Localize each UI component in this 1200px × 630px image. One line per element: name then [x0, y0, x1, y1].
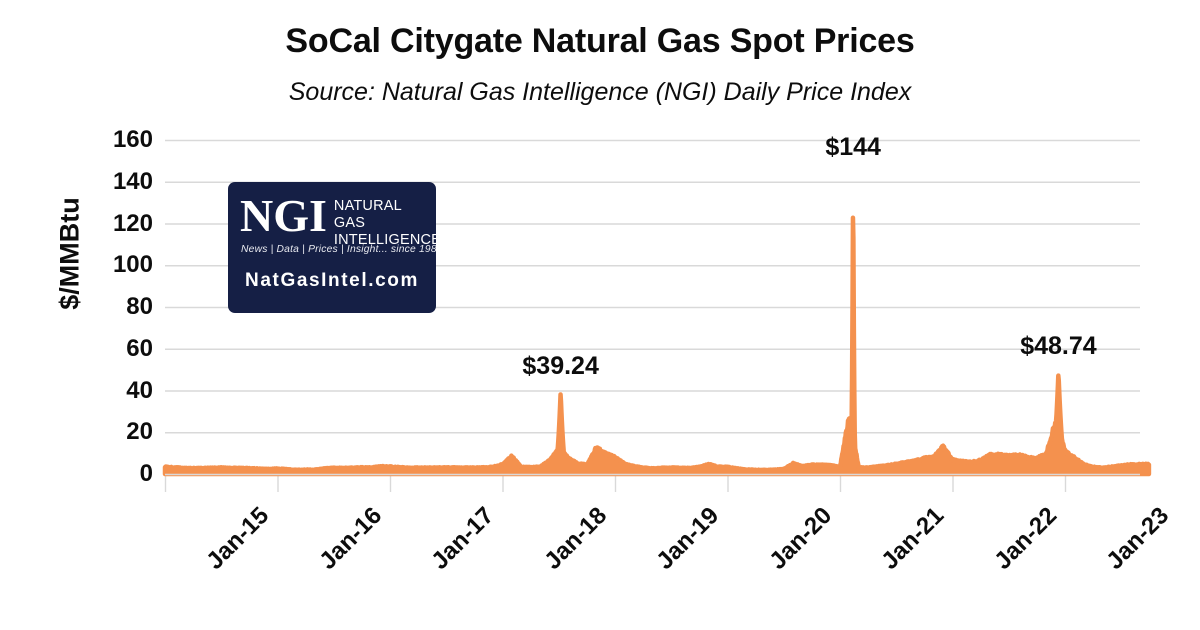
ngi-tagline: News | Data | Prices | Insight... since … — [241, 244, 436, 255]
price-series-stroke — [162, 215, 1152, 477]
y-axis-tick: 100 — [112, 251, 153, 279]
x-axis-tickmarks — [164, 474, 1067, 492]
ngi-name-line-1: NATURAL — [333, 198, 402, 214]
ngi-logo-header: NGI NATURAL GAS INTELLIGENCE — [240, 190, 436, 249]
data-annotation: $144 — [825, 133, 881, 162]
y-axis-tick: 80 — [126, 293, 153, 320]
y-axis-tick-labels: 160 140 120 100 80 60 40 20 0 — [75, 0, 153, 630]
price-series-area — [165, 217, 1149, 475]
data-annotation: $39.24 — [522, 352, 599, 381]
chart-title: SoCal Citygate Natural Gas Spot Prices — [285, 22, 915, 60]
ngi-website: NatGasIntel.com — [245, 270, 419, 291]
y-axis-tick: 140 — [112, 167, 153, 195]
y-axis-tick: 20 — [126, 418, 153, 446]
ngi-wordmark: NGI — [240, 190, 327, 241]
ngi-name-line-3: INTELLIGENCE — [333, 231, 436, 248]
y-axis-tick: 60 — [126, 334, 153, 362]
ngi-name-line-2: GAS — [333, 214, 366, 231]
chart-subtitle: Source: Natural Gas Intelligence (NGI) D… — [288, 78, 912, 106]
ngi-logo: NGI NATURAL GAS INTELLIGENCE News | Data… — [228, 182, 436, 313]
y-axis-tick: 160 — [112, 126, 153, 153]
y-axis-tick: 40 — [126, 376, 153, 404]
data-annotation: $48.74 — [1020, 332, 1097, 361]
y-axis-tick: 0 — [139, 460, 153, 487]
y-axis-tick: 120 — [112, 209, 153, 237]
ngi-full-name: NATURAL GAS INTELLIGENCE — [334, 198, 436, 249]
